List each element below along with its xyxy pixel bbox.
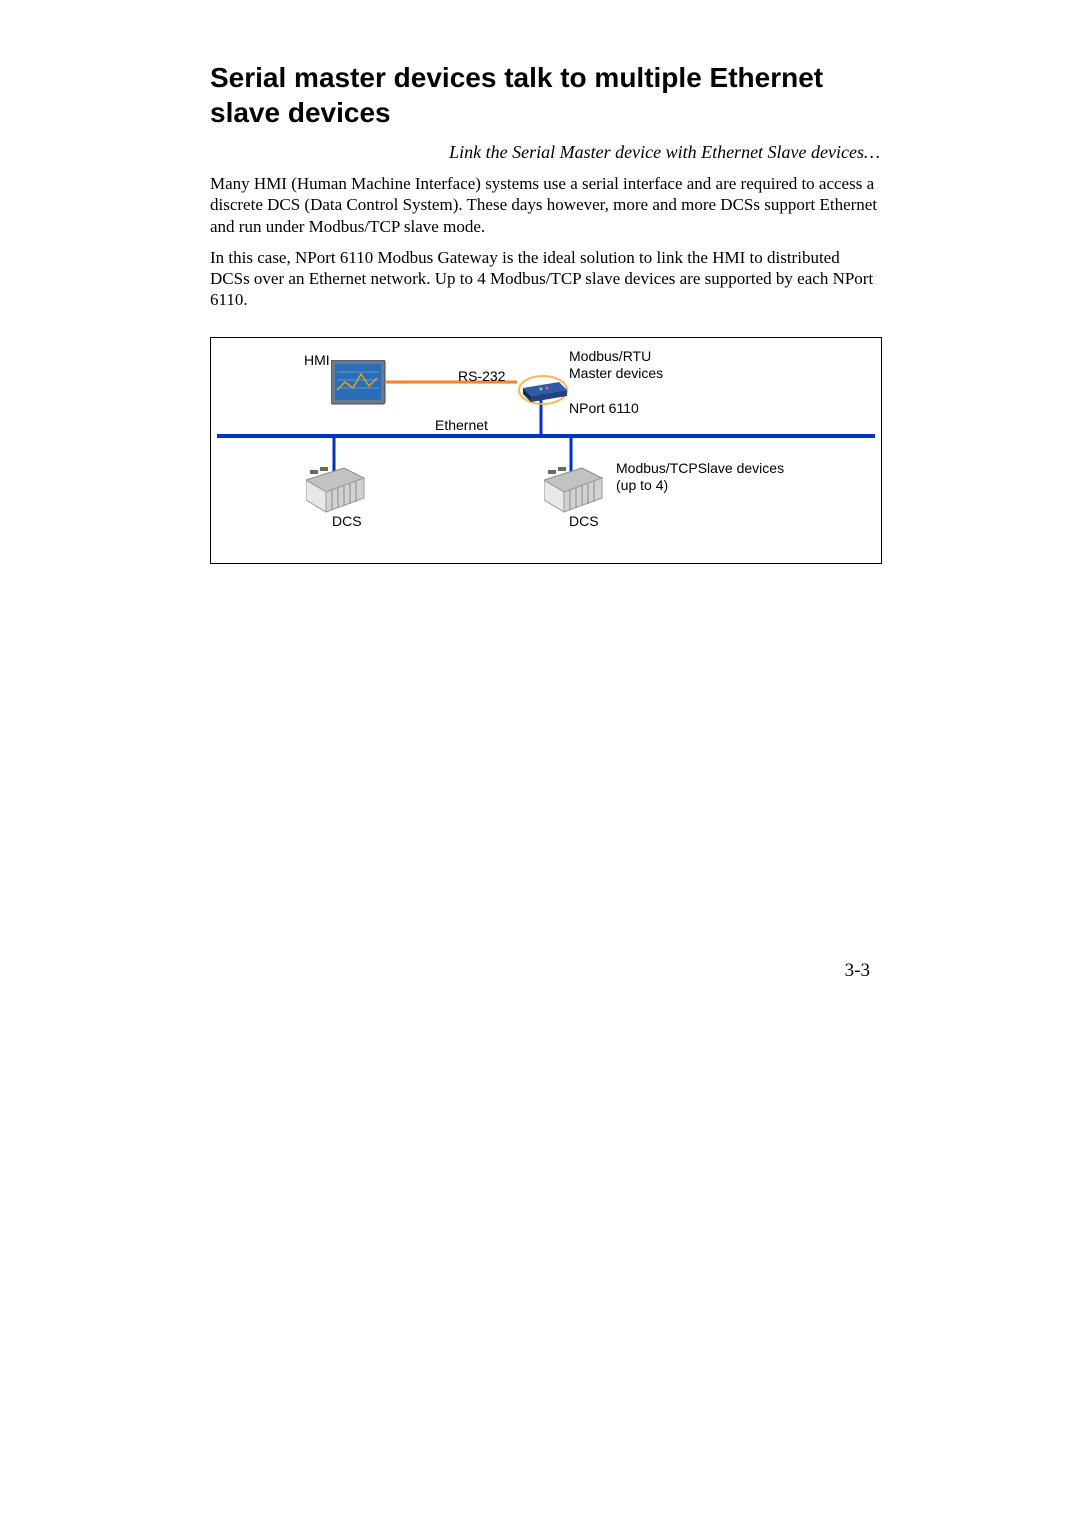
hmi-label: HMI	[304, 352, 330, 368]
paragraph-1: Many HMI (Human Machine Interface) syste…	[210, 173, 880, 237]
network-diagram: HMI RS-232 Ethernet Modbus/RTU Master de…	[210, 337, 882, 564]
ethernet-label: Ethernet	[435, 417, 488, 433]
subtitle-text: Link the Serial Master device with Ether…	[210, 142, 880, 163]
tcp-slave-label-line1: Modbus/TCPSlave devices	[616, 460, 784, 476]
dcs-device-icon	[544, 466, 606, 516]
nport-device-icon	[511, 366, 575, 410]
page-number: 3-3	[845, 960, 870, 982]
modbus-rtu-label-line1: Modbus/RTU	[569, 348, 651, 364]
hmi-device-icon	[331, 360, 387, 408]
paragraph-2: In this case, NPort 6110 Modbus Gateway …	[210, 247, 880, 311]
modbus-rtu-label-line2: Master devices	[569, 365, 663, 381]
dcs2-label: DCS	[569, 513, 599, 529]
dcs1-label: DCS	[332, 513, 362, 529]
dcs-device-icon	[306, 466, 368, 516]
page-title: Serial master devices talk to multiple E…	[210, 60, 880, 130]
rs232-label: RS-232	[458, 368, 505, 384]
tcp-slave-label-line2: (up to 4)	[616, 477, 668, 493]
nport-label: NPort 6110	[569, 400, 639, 416]
